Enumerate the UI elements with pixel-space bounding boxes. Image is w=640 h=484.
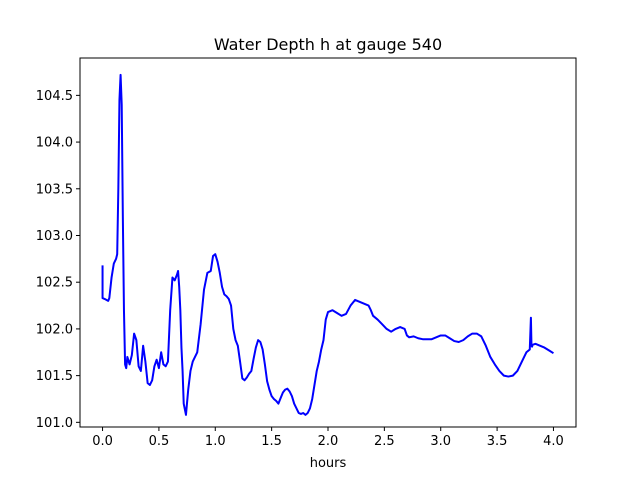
y-tick-label: 104.0 [36,136,73,151]
y-tick-label: 102.5 [36,276,73,291]
plot-area: 0.0 0.5 1.0 1.5 2.0 2.5 3.0 3.5 4.0 101.0 101.5 102… [36,57,577,449]
x-tick-label: 4.0 [543,434,564,449]
x-tick-label: 0.5 [149,434,170,449]
y-tick-label: 101.5 [36,369,73,384]
x-tick-label: 1.0 [205,434,226,449]
x-tick-label: 1.5 [261,434,282,449]
x-tick-label: 3.0 [430,434,451,449]
y-tick-label: 104.5 [36,89,73,104]
x-tick-label: 3.5 [487,434,508,449]
x-tick-label: 2.0 [318,434,339,449]
y-tick-label: 102.0 [36,322,73,337]
x-axis-label: hours [310,456,347,471]
x-tick-label: 0.0 [92,434,113,449]
y-tick-label: 103.0 [36,229,73,244]
y-tick-label: 103.5 [36,182,73,197]
series-line-0 [101,73,554,416]
y-tick-label: 101.0 [36,416,73,431]
x-tick-label: 2.5 [374,434,395,449]
chart-title: Water Depth h at gauge 540 [214,35,442,54]
